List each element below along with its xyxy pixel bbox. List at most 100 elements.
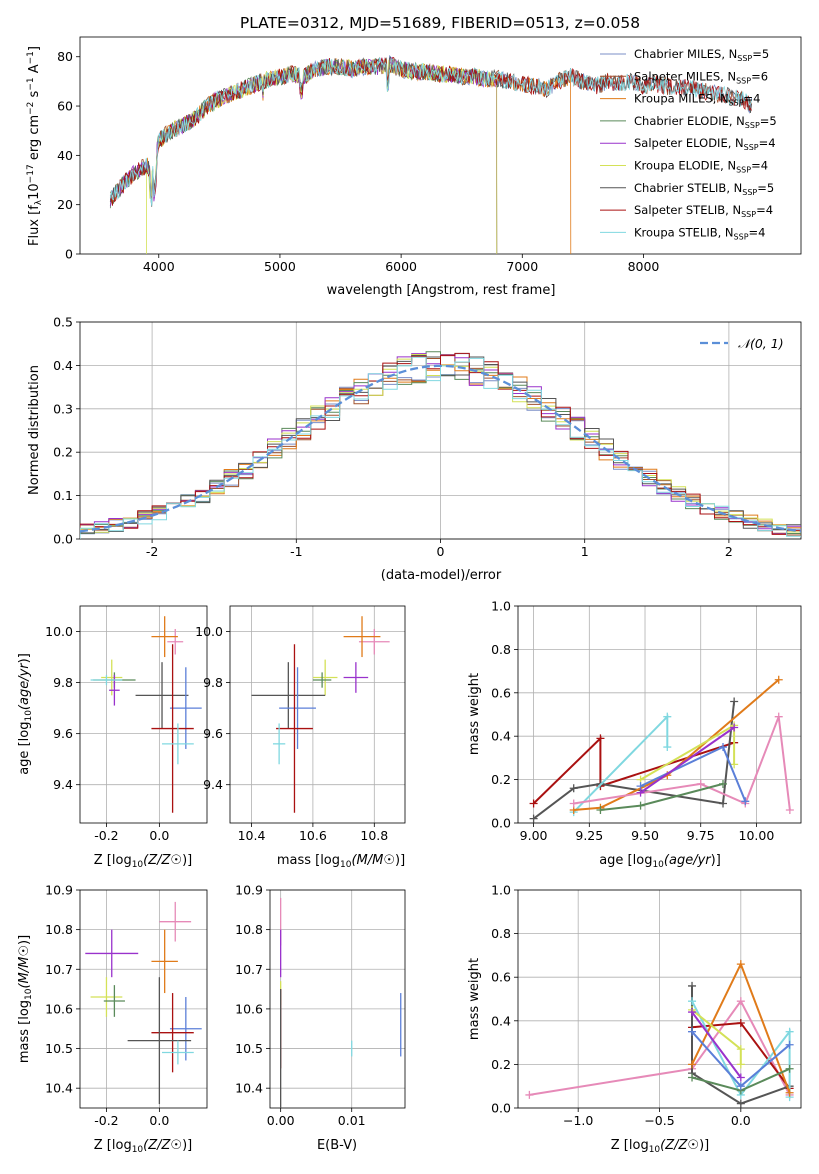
x-tick-label: 10.4: [238, 828, 266, 843]
weight-series: [573, 679, 780, 811]
y-tick-label: 0.2: [491, 772, 511, 787]
legend-label-suffix: =4: [759, 136, 776, 150]
x-axis-label-sub: 10: [649, 1145, 661, 1155]
histograms: [80, 351, 801, 539]
x-tick-label: 0.01: [338, 1113, 366, 1128]
x-tick-label: -2: [146, 544, 158, 559]
weight-marker: [741, 797, 750, 806]
y-axis-label-part: 10: [27, 183, 42, 200]
weight-marker: [529, 799, 538, 808]
legend-label: Kroupa STELIB, NSSP=4: [634, 225, 765, 241]
x-axis-label: Z [log10(Z/Z☉)]: [611, 1138, 709, 1155]
y-axis-label-italic: (M/M: [17, 957, 32, 989]
weight-marker: [688, 1060, 697, 1069]
y-tick-label: 10.9: [235, 883, 263, 898]
y-tick-label: 0.4: [491, 729, 511, 744]
weight-marker: [736, 1045, 745, 1054]
legend-label-text: Salpeter MILES, N: [634, 69, 736, 83]
weight-marker: [736, 1018, 745, 1027]
legend-label-sub: SSP: [729, 99, 744, 108]
x-axis-label-text: Z [log: [611, 1138, 649, 1153]
weight-marker: [736, 1082, 745, 1091]
y-tick-label: 10.8: [45, 922, 73, 937]
y-axis-label-sub: 10: [24, 988, 34, 1000]
x-tick-label: -0.2: [94, 828, 118, 843]
x-axis-label: mass [log10(M/M☉)]: [277, 853, 405, 870]
legend-label-sub: SSP: [736, 166, 751, 175]
y-axis-label: mass weight: [467, 958, 482, 1040]
weight-marker: [785, 1064, 794, 1073]
y-tick-label: 0.4: [491, 1013, 511, 1028]
legend-label-suffix: =5: [757, 181, 774, 195]
weight-series: [532, 701, 736, 820]
x-axis-label-text: Z [log: [94, 853, 132, 868]
x-axis-label-text: age [log: [599, 853, 652, 868]
y-axis-label-part: Flux [f: [27, 205, 42, 246]
weight-marker: [663, 743, 672, 752]
y-tick-label: 60: [57, 99, 73, 114]
y-tick-label: 0.0: [491, 816, 511, 831]
panel-residuals: -2 -1 0 1 2 0.0 0.1 0.2 0.3 0.4 0.5 𝒩(0, 1) (data-mo…: [27, 315, 802, 583]
y-axis-label-text: mass [log: [17, 1000, 32, 1063]
weight-marker: [785, 1027, 794, 1036]
y-tick-label: 20: [57, 197, 73, 212]
legend-label-sub: SSP: [734, 232, 749, 241]
x-axis-label: (data-model)/error: [381, 568, 502, 583]
x-tick-label: 4000: [143, 259, 175, 274]
legend-label: 𝒩(0, 1): [738, 336, 784, 351]
y-axis-label-part: ]: [27, 46, 42, 51]
y-tick-label: 10.4: [45, 1081, 73, 1096]
y-tick-label: 0.6: [491, 685, 511, 700]
legend-label-suffix: =4: [744, 92, 761, 106]
x-tick-label: 9.25: [575, 828, 603, 843]
weight-marker: [730, 760, 739, 769]
legend-label: Kroupa ELODIE, NSSP=4: [634, 159, 768, 175]
weight-marker: [736, 1099, 745, 1108]
x-tick-label: 6000: [385, 259, 417, 274]
y-tick-label: 9.6: [203, 726, 223, 741]
x-tick-label: −1.0: [563, 1113, 593, 1128]
y-tick-label: 10.0: [45, 624, 73, 639]
y-tick-label: 10.6: [235, 1001, 263, 1016]
x-tick-label: 1: [581, 544, 589, 559]
x-tick-label: 0.00: [267, 1113, 295, 1128]
weight-marker: [636, 801, 645, 810]
x-axis-label-italic: (M/M: [351, 853, 383, 868]
x-axis-label-sub: 10: [132, 860, 144, 870]
x-axis-label-close: ☉)]: [170, 1138, 192, 1153]
spectrum-line: [109, 57, 752, 206]
normal-curve: [80, 364, 801, 533]
x-axis-label-italic: (Z/Z: [143, 853, 171, 868]
x-axis-label-close: ☉)]: [687, 1138, 709, 1153]
x-tick-label: -1: [290, 544, 302, 559]
weight-marker: [785, 1040, 794, 1049]
errorbars: [251, 616, 390, 813]
legend-label-sub: SSP: [745, 121, 760, 130]
panel-mass_vs_Z: -0.2 0.010.410.510.610.710.810.9Z [log10(…: [17, 883, 208, 1155]
axes-frame: [517, 605, 802, 824]
legend-label-sub: SSP: [741, 210, 756, 219]
legend-label-suffix: =4: [749, 225, 766, 239]
axes-frame: [79, 36, 802, 255]
x-axis-label-sub: 10: [340, 860, 352, 870]
x-tick-label: 5000: [264, 259, 296, 274]
spectrum-lines: [109, 54, 752, 254]
y-tick-label: 0.4: [53, 358, 73, 373]
y-axis-label-part: A: [27, 64, 42, 77]
weight-marker: [696, 779, 705, 788]
y-tick-label: 0.8: [491, 926, 511, 941]
panel-spectrum: 4000 5000 6000 7000 8000 0 20 40 60 80 Chabrier MI…: [26, 36, 802, 298]
panel-age_vs_mass: 10.4 10.6 10.8 9.4 9.6 9.8 10.0 mass [log10(M/M…: [195, 605, 406, 870]
y-axis-label-italic: (age/yr: [17, 662, 32, 710]
y-axis-label-part: erg cm: [27, 115, 42, 164]
y-axis-label: Normed distribution: [27, 365, 42, 495]
weight-marker: [736, 997, 745, 1006]
weight-series: [640, 726, 735, 794]
y-axis-label: mass [log10(M/M☉)]: [17, 935, 34, 1063]
y-tick-label: 0.0: [53, 532, 73, 547]
axes-frame: [269, 889, 406, 1109]
y-tick-label: 9.4: [53, 777, 73, 792]
y-tick-label: 0.5: [53, 315, 73, 330]
x-tick-label: 9.50: [631, 828, 659, 843]
y-tick-label: 10.5: [45, 1041, 73, 1056]
